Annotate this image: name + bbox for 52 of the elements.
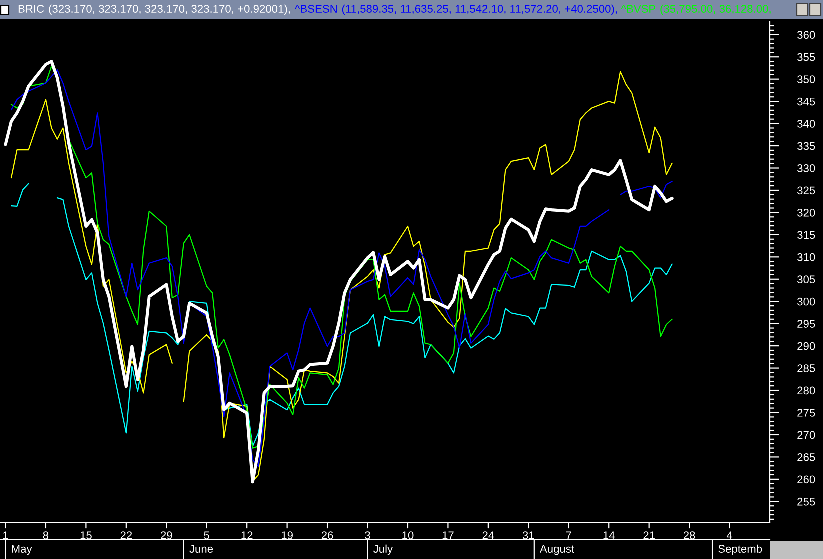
x-tick-label: 8	[43, 532, 49, 540]
y-tick-label: 305	[798, 276, 816, 284]
y-tick-label: 320	[798, 208, 816, 217]
y-tick-label: 280	[798, 386, 816, 395]
x-tick-label: 28	[684, 532, 696, 540]
text: July	[373, 544, 394, 556]
x-tick-label: 29	[161, 532, 172, 540]
x-tick-label: 4	[726, 532, 733, 540]
text: May	[12, 545, 32, 556]
y-tick-label: 260	[798, 476, 816, 484]
x-tick-label: 3	[365, 532, 370, 540]
x-tick-label: 14	[604, 532, 615, 540]
y-tick-label: 275	[798, 409, 816, 417]
x-tick-label: 7	[566, 532, 572, 540]
y-tick-label: 290	[798, 342, 816, 350]
y-tick-label: 325	[798, 186, 816, 195]
y-tick-label: 315	[798, 231, 816, 240]
text: (35,795.00, 36,128.00,	[660, 4, 771, 16]
x-tick-label: 5	[204, 532, 210, 540]
text: ^BVSP	[621, 5, 656, 13]
x-tick-label: 19	[282, 532, 293, 540]
y-tick-label: 265	[798, 453, 816, 462]
y-tick-label: 340	[798, 120, 816, 128]
text: Septemb	[718, 544, 762, 556]
x-tick-label: 12	[242, 532, 253, 540]
x-tick-label: 24	[482, 532, 494, 540]
y-tick-label: 345	[798, 98, 816, 106]
y-tick-label: 335	[798, 142, 816, 150]
y-tick-label: 255	[798, 498, 816, 506]
y-tick-label: 270	[798, 431, 816, 440]
x-tick-label: 15	[80, 532, 92, 540]
x-tick-label: 10	[402, 532, 414, 540]
text: August	[540, 545, 574, 556]
x-tick-label: 1	[4, 532, 8, 540]
y-tick-label: 360	[798, 31, 816, 40]
text: (11,589.35, 11,635.25, 11,542.10, 11,572.20, +40.2500),	[342, 4, 618, 16]
legend-label: BRIC	[18, 5, 44, 13]
x-tick-label: 22	[120, 532, 132, 540]
x-tick-label: 17	[442, 532, 454, 540]
x-tick-label: 21	[644, 532, 655, 540]
x-tick-label: 31	[522, 532, 534, 540]
text: June	[190, 545, 214, 553]
y-tick-label: 350	[798, 76, 816, 84]
text: (323.170, 323.170, 323.170, 323.170, +0.92001),	[49, 4, 290, 16]
y-tick-label: 330	[798, 164, 816, 172]
text: ^BSESN	[295, 5, 337, 13]
y-tick-label: 300	[798, 298, 816, 306]
y-tick-label: 295	[798, 320, 816, 328]
y-tick-label: 355	[798, 53, 816, 62]
y-tick-label: 285	[798, 364, 816, 372]
y-tick-label: 310	[798, 253, 816, 262]
x-tick-label: 26	[322, 532, 334, 540]
